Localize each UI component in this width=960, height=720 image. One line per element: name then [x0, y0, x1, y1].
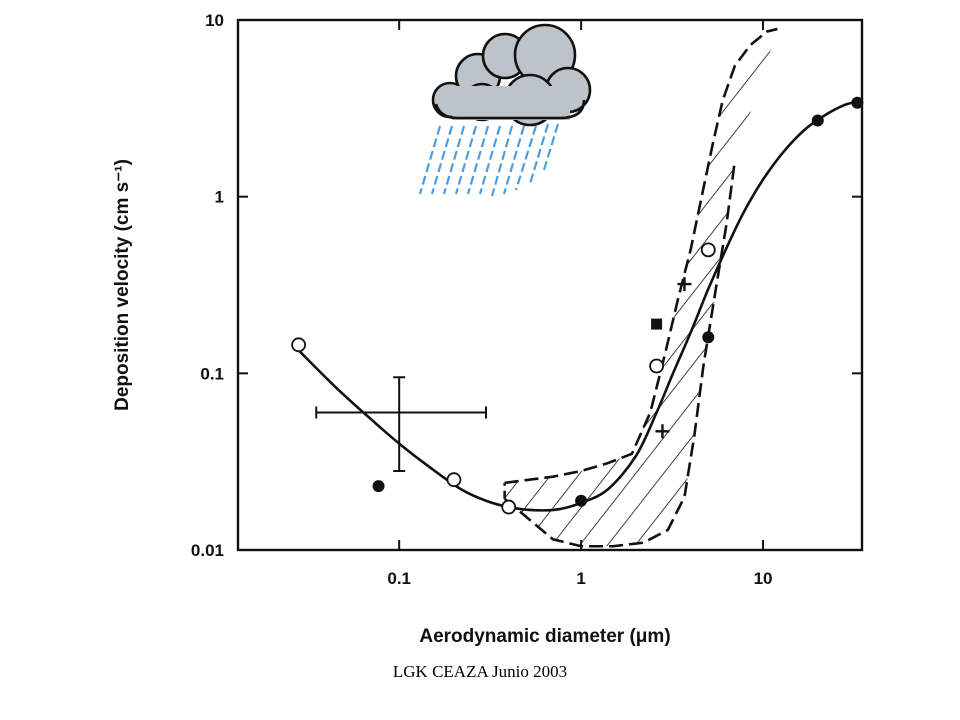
- x-tick-label: 0.1: [387, 569, 411, 588]
- open-circle-point: [649, 358, 664, 374]
- footer-text: LGK CEAZA Junio 2003: [392, 662, 568, 681]
- x-tick-label: 10: [754, 569, 773, 588]
- filled-circle-point: [702, 331, 715, 344]
- y-axis-label: Deposition velocity (cm s⁻¹): [112, 159, 133, 411]
- open-circle-point: [700, 242, 716, 258]
- cloud-shape: [431, 23, 592, 127]
- band-hatch-fill: [504, 28, 778, 547]
- filled-circle-point: [811, 114, 824, 127]
- filled-circle-point: [851, 96, 864, 109]
- filled-square-point: [651, 318, 663, 330]
- filled-circle-point: [372, 480, 385, 493]
- y-tick-label: 0.01: [191, 541, 224, 560]
- open-circle-point: [446, 472, 462, 488]
- band-upper-edge: [504, 27, 778, 485]
- filled-circle-point: [575, 494, 588, 507]
- error-bar: [315, 376, 487, 473]
- axis-ticks: 0.01 0.1 1 10 0.1 1 10: [191, 11, 862, 588]
- fitted-curve: [297, 100, 858, 512]
- y-tick-label: 0.1: [200, 364, 224, 383]
- x-axis-label: Aerodynamic diameter (μm): [419, 626, 670, 647]
- fitted-curve-line: [297, 100, 858, 512]
- x-tick-label: 1: [576, 569, 585, 588]
- band-lower-edge: [503, 160, 737, 548]
- plot-frame: [236, 18, 864, 552]
- rain-cloud-icon: [418, 23, 592, 197]
- plus-point: [677, 277, 692, 292]
- plus-point: [655, 424, 670, 439]
- open-circle-point: [501, 499, 517, 515]
- y-tick-label: 10: [205, 11, 224, 30]
- shaded-band: [503, 27, 778, 548]
- y-tick-label: 1: [215, 188, 224, 207]
- open-circle-point: [291, 337, 307, 353]
- rain-streaks: [418, 123, 560, 197]
- data-points: [291, 96, 864, 515]
